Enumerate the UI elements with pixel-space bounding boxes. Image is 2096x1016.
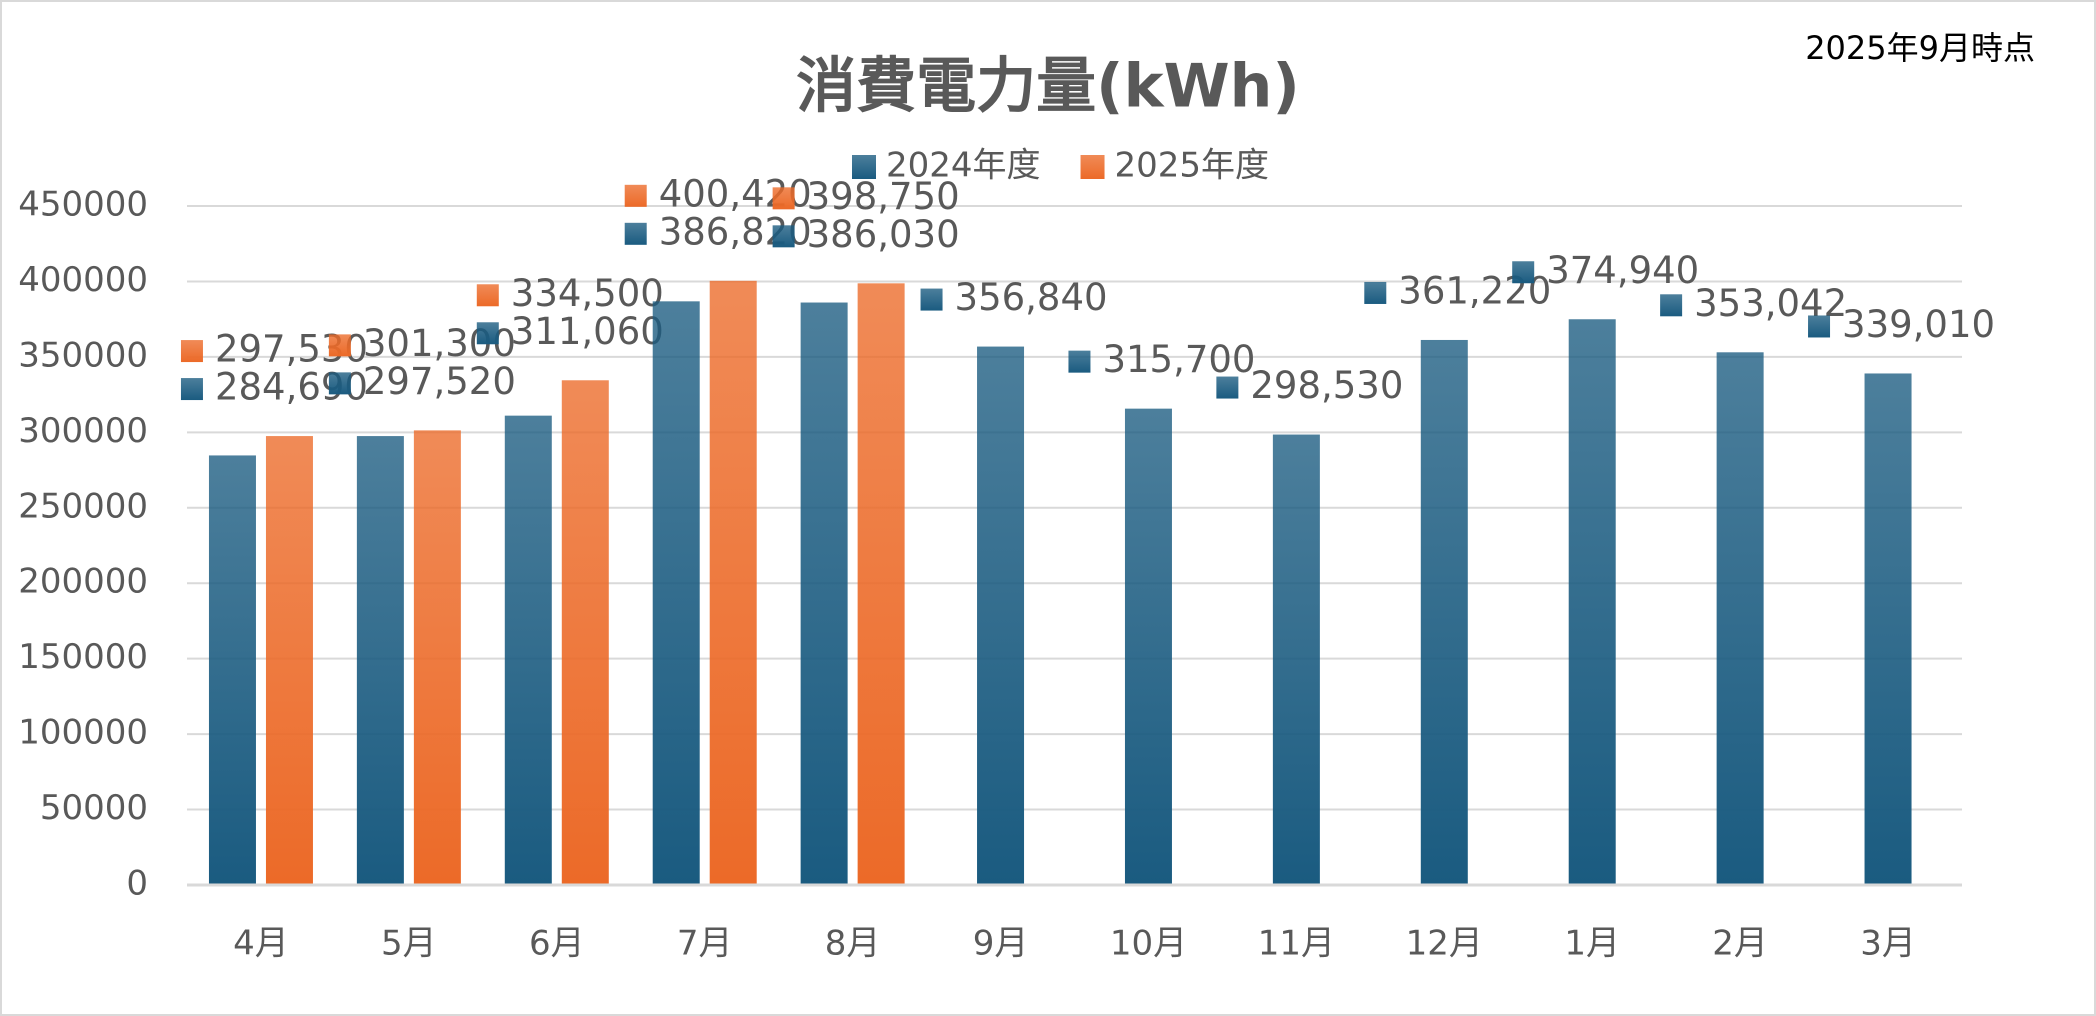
data-label: 297,520 [363, 360, 516, 403]
x-tick-label: 12月 [1406, 924, 1483, 964]
bar [1272, 434, 1320, 885]
data-label-marker [624, 184, 647, 207]
x-tick-label: 7月 [677, 924, 733, 964]
y-tick-label: 100000 [18, 713, 148, 753]
data-label: 339,010 [1842, 303, 1995, 346]
bar [977, 346, 1025, 885]
data-label: 398,750 [807, 175, 960, 218]
legend-marker [1080, 155, 1105, 179]
y-tick-label: 300000 [18, 411, 148, 451]
x-tick-label: 6月 [529, 924, 585, 964]
bar [504, 415, 552, 885]
bar [356, 436, 404, 885]
data-label-marker [772, 187, 795, 210]
data-label-marker [328, 372, 351, 395]
y-tick-label: 150000 [18, 637, 148, 677]
bar [709, 280, 757, 886]
y-tick-label: 250000 [18, 486, 148, 526]
data-label: 374,940 [1546, 249, 1699, 292]
bar [1716, 352, 1764, 886]
bar [561, 380, 609, 885]
data-label-marker [1660, 294, 1683, 317]
y-tick-label: 350000 [18, 335, 148, 375]
bar [1568, 319, 1616, 885]
bar [1420, 339, 1468, 885]
data-label-marker [920, 288, 943, 311]
data-label-marker [180, 340, 203, 363]
data-label-marker [1216, 376, 1239, 399]
data-label: 298,530 [1250, 364, 1403, 407]
data-label-marker [476, 284, 499, 307]
y-tick-label: 450000 [18, 185, 148, 225]
legend-label: 2024年度 [886, 146, 1041, 186]
x-tick-label: 8月 [825, 924, 881, 964]
x-tick-label: 3月 [1860, 924, 1916, 964]
y-tick-label: 200000 [18, 562, 148, 602]
x-tick-label: 2月 [1712, 924, 1768, 964]
x-tick-label: 10月 [1110, 924, 1187, 964]
y-tick-label: 0 [126, 864, 148, 904]
data-label-marker [1364, 281, 1387, 304]
data-label: 315,700 [1102, 338, 1255, 381]
data-label-marker [624, 222, 647, 245]
bar [413, 430, 461, 885]
data-label-marker [772, 225, 795, 248]
bar [1124, 408, 1172, 885]
bar [1864, 373, 1912, 885]
data-label: 334,500 [511, 272, 664, 315]
y-tick-label: 50000 [40, 788, 148, 828]
bar [857, 283, 905, 885]
legend-label: 2025年度 [1115, 146, 1270, 186]
data-label-marker [1512, 261, 1535, 284]
data-label: 356,840 [955, 276, 1108, 319]
y-tick-label: 400000 [18, 260, 148, 300]
data-label: 311,060 [511, 310, 664, 353]
data-label-marker [1808, 315, 1831, 338]
x-tick-label: 4月 [233, 924, 289, 964]
data-label-marker [1068, 350, 1091, 373]
x-tick-label: 1月 [1564, 924, 1620, 964]
bar [208, 455, 256, 885]
annotation: 2025年9月時点 [1805, 29, 2035, 67]
data-label: 386,030 [807, 213, 960, 256]
x-tick-label: 11月 [1258, 924, 1335, 964]
bar [265, 436, 313, 885]
legend-marker [852, 155, 876, 179]
data-label-marker [476, 322, 499, 345]
chart-title: 消費電力量(kWh) [796, 52, 1300, 122]
data-label-marker [180, 378, 203, 401]
x-tick-label: 9月 [973, 924, 1029, 964]
data-label-marker [328, 334, 351, 357]
x-tick-label: 5月 [381, 924, 437, 964]
bar [800, 302, 848, 885]
bar [652, 301, 700, 885]
